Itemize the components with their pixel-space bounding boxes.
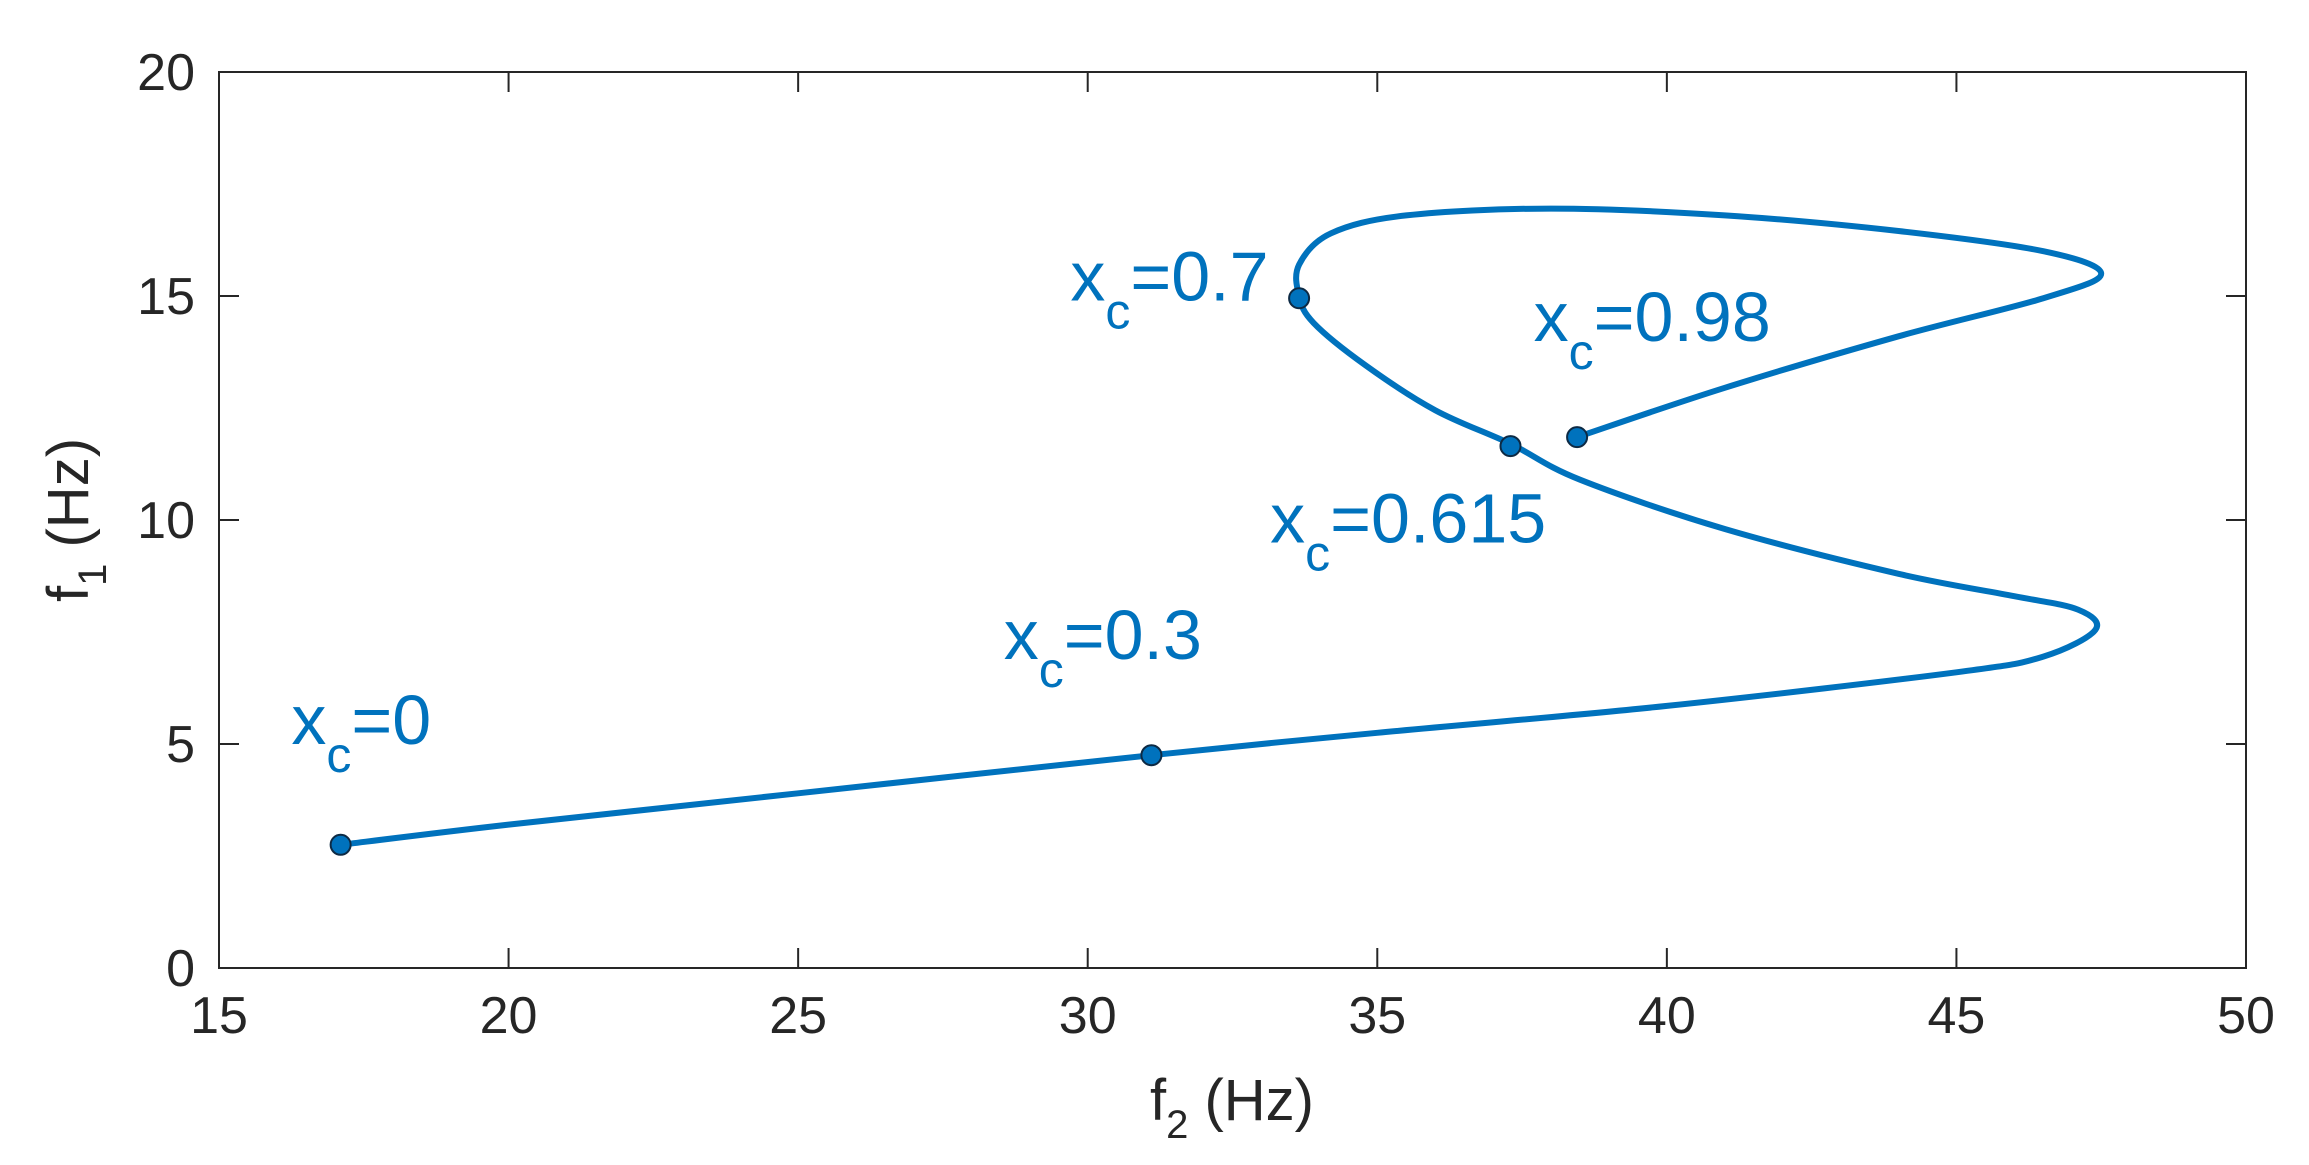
data-point-marker xyxy=(1566,426,1589,449)
x-tick-label: 35 xyxy=(1348,987,1406,1045)
data-point-marker xyxy=(1140,744,1163,767)
y-tick-label: 15 xyxy=(137,268,195,326)
series-line xyxy=(337,205,2105,848)
x-tick-label: 25 xyxy=(769,987,827,1045)
x-tick-label: 50 xyxy=(2217,987,2275,1045)
x-tick-label: 45 xyxy=(1928,987,1986,1045)
y-tick-label: 10 xyxy=(137,492,195,550)
y-tick-label: 0 xyxy=(166,940,195,998)
y-axis-label: f1 (Hz) xyxy=(36,438,115,602)
plot-frame xyxy=(218,71,2247,969)
data-point-marker xyxy=(1288,287,1311,310)
y-tick-label: 20 xyxy=(137,44,195,102)
x-tick-label: 40 xyxy=(1638,987,1696,1045)
x-axis-label: f2 (Hz) xyxy=(1150,1068,1314,1147)
x-tick-label: 30 xyxy=(1059,987,1117,1045)
data-point-marker xyxy=(329,833,352,856)
plot-area xyxy=(219,72,2246,968)
x-tick-label: 20 xyxy=(480,987,538,1045)
point-annotation: xc=0 xyxy=(291,681,431,783)
point-annotation: xc=0.615 xyxy=(1270,479,1546,581)
tick-labels: 15 20 25 30 35 40 45 50 0 5 10 15 20 xyxy=(137,44,2275,1045)
y-tick-label: 5 xyxy=(166,716,195,774)
annotations: xc=0 xc=0.3 xc=0.7 xc=0.615 xc=0.98 xyxy=(291,237,1770,783)
point-annotation: xc=0.3 xyxy=(1004,596,1202,698)
point-annotation: xc=0.7 xyxy=(1070,237,1268,339)
markers xyxy=(329,287,1589,856)
x-tick-label: 15 xyxy=(190,987,248,1045)
point-annotation: xc=0.98 xyxy=(1534,278,1771,380)
data-point-marker xyxy=(1499,435,1522,458)
